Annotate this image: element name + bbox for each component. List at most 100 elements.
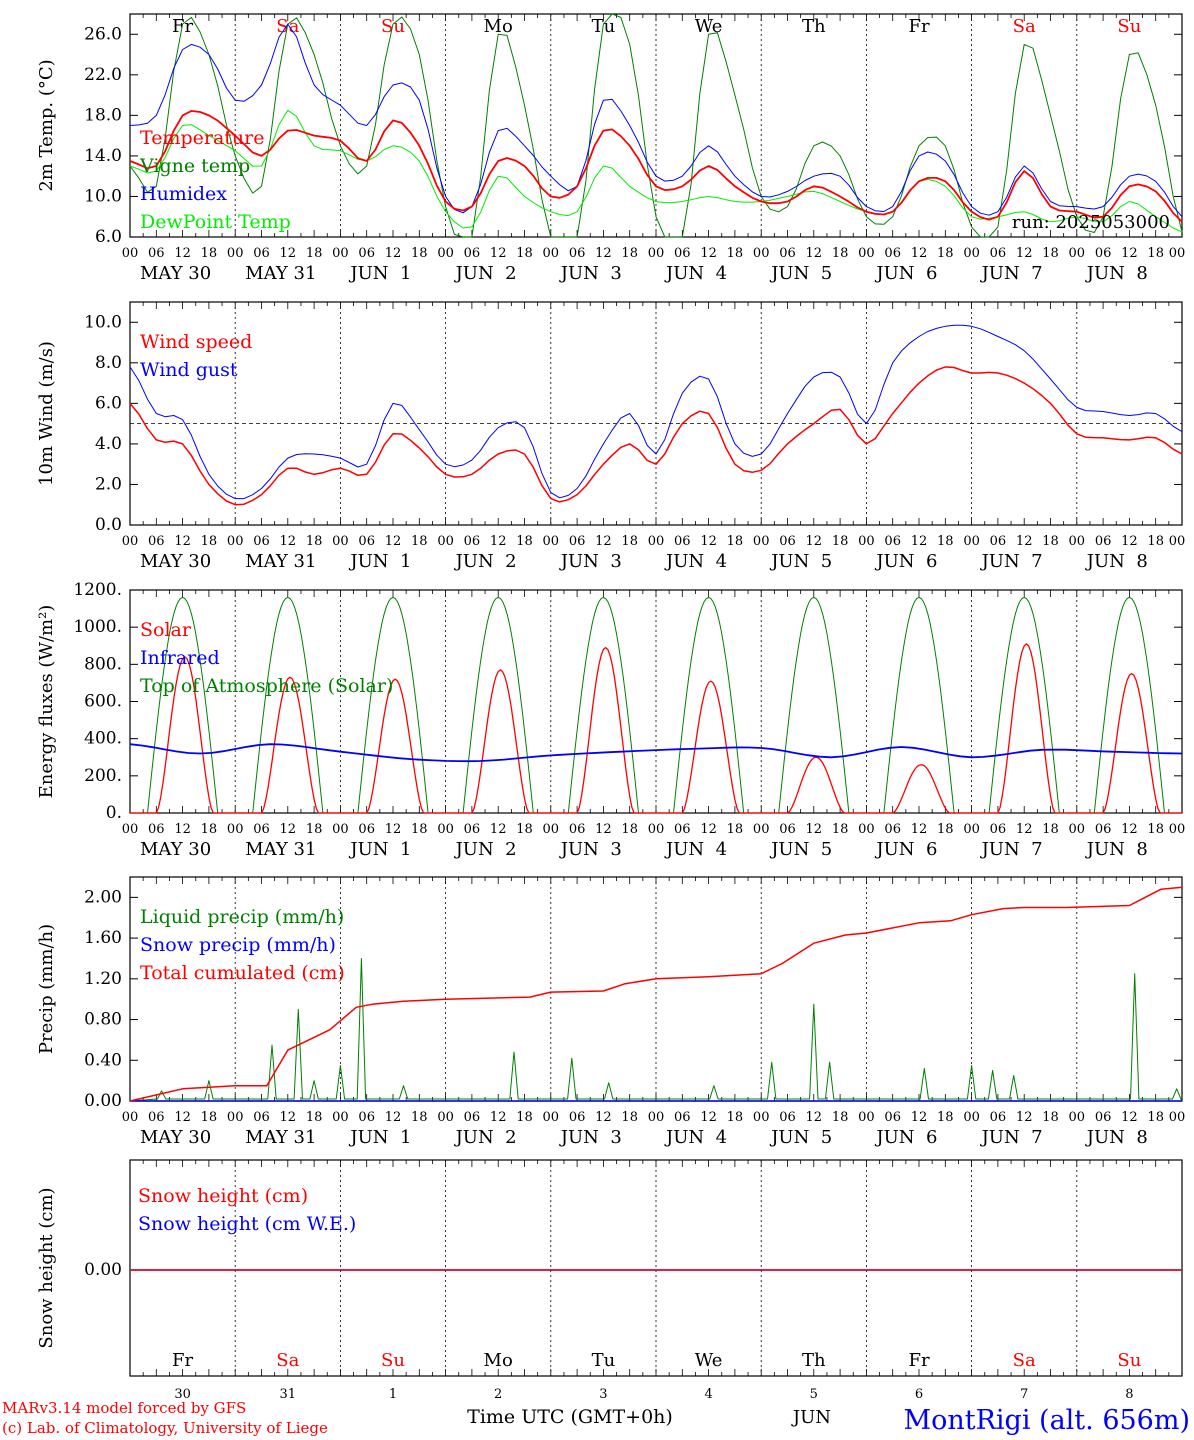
hour-tick-label: 00 bbox=[1169, 534, 1186, 549]
hour-tick-label: 00 bbox=[437, 822, 454, 837]
weekday-label: Su bbox=[381, 1350, 405, 1371]
hour-tick-label: 00 bbox=[227, 246, 244, 261]
y-axis-label: Energy fluxes (W/m²) bbox=[36, 605, 57, 799]
hour-tick-label: 18 bbox=[201, 246, 218, 261]
hour-tick-label: 00 bbox=[543, 822, 560, 837]
hour-tick-label: 18 bbox=[306, 246, 323, 261]
hour-tick-label: 06 bbox=[358, 1110, 375, 1125]
y-axis-label: Snow height (cm) bbox=[36, 1187, 57, 1348]
weekday-label: Fr bbox=[172, 1350, 193, 1371]
hour-tick-label: 06 bbox=[990, 246, 1007, 261]
hour-tick-label: 00 bbox=[648, 534, 665, 549]
hour-tick-label: 12 bbox=[280, 246, 297, 261]
legend-entry: Wind speed bbox=[140, 331, 252, 353]
hour-tick-label: 06 bbox=[569, 534, 586, 549]
hour-tick-label: 00 bbox=[648, 1110, 665, 1125]
hour-tick-label: 06 bbox=[1095, 822, 1112, 837]
date-label: MAY 30 bbox=[140, 263, 211, 284]
y-tick-label: 18.0 bbox=[84, 105, 122, 125]
hour-tick-label: 12 bbox=[174, 246, 191, 261]
run-annotation: run: 2025053000 bbox=[1012, 212, 1170, 233]
y-tick-label: 10.0 bbox=[84, 186, 122, 206]
hour-tick-label: 00 bbox=[1169, 246, 1186, 261]
hour-tick-label: 00 bbox=[332, 1110, 349, 1125]
weekday-label: Mo bbox=[484, 1350, 513, 1371]
date-label: MAY 31 bbox=[245, 263, 316, 284]
hour-tick-label: 06 bbox=[358, 822, 375, 837]
hour-tick-label: 00 bbox=[122, 534, 139, 549]
hour-tick-label: 12 bbox=[806, 246, 823, 261]
date-label: JUN 3 bbox=[559, 1127, 622, 1148]
y-tick-label: 14.0 bbox=[84, 146, 122, 166]
hour-tick-label: 12 bbox=[806, 1110, 823, 1125]
hour-tick-label: 12 bbox=[595, 534, 612, 549]
hour-tick-label: 00 bbox=[858, 246, 875, 261]
date-label: JUN 6 bbox=[874, 551, 937, 572]
date-label: JUN 7 bbox=[980, 551, 1043, 572]
hour-tick-label: 06 bbox=[990, 1110, 1007, 1125]
hour-tick-label: 12 bbox=[490, 246, 507, 261]
weekday-label: Tu bbox=[592, 1350, 616, 1371]
y-tick-label: 0.40 bbox=[84, 1050, 122, 1070]
series-line-humidex bbox=[129, 23, 1183, 218]
day-number-label: 30 bbox=[174, 1387, 191, 1402]
date-label: JUN 7 bbox=[980, 263, 1043, 284]
series-line-wind-speed bbox=[129, 366, 1183, 506]
hour-tick-label: 12 bbox=[1016, 534, 1033, 549]
hour-tick-label: 06 bbox=[1095, 534, 1112, 549]
weekday-label: Mo bbox=[484, 16, 513, 37]
date-label: JUN 3 bbox=[559, 551, 622, 572]
hour-tick-label: 06 bbox=[148, 246, 165, 261]
station-label: MontRigi (alt. 656m) bbox=[903, 1405, 1190, 1436]
date-label: JUN 2 bbox=[454, 1127, 517, 1148]
legend-entry: Total cumulated (cm) bbox=[140, 962, 345, 984]
hour-tick-label: 00 bbox=[437, 1110, 454, 1125]
hour-tick-label: 12 bbox=[490, 822, 507, 837]
y-tick-label: 1200. bbox=[73, 580, 122, 600]
hour-tick-label: 18 bbox=[727, 534, 744, 549]
hour-tick-label: 18 bbox=[1042, 1110, 1059, 1125]
date-label: JUN 1 bbox=[348, 839, 411, 860]
legend-entry: Temperature bbox=[140, 127, 264, 149]
hour-tick-label: 12 bbox=[911, 534, 928, 549]
hour-tick-label: 18 bbox=[937, 534, 954, 549]
day-number-label: 8 bbox=[1125, 1387, 1133, 1402]
hour-tick-label: 12 bbox=[806, 534, 823, 549]
day-number-label: 4 bbox=[704, 1387, 712, 1402]
hour-tick-label: 12 bbox=[174, 534, 191, 549]
day-number-label: 1 bbox=[389, 1387, 397, 1402]
y-tick-label: 1.20 bbox=[84, 969, 122, 989]
hour-tick-label: 06 bbox=[674, 1110, 691, 1125]
y-tick-label: 2.00 bbox=[84, 887, 122, 907]
y-tick-label: 26.0 bbox=[84, 24, 122, 44]
hour-tick-label: 00 bbox=[648, 246, 665, 261]
series-line-infrared bbox=[129, 743, 1183, 763]
hour-tick-label: 06 bbox=[358, 246, 375, 261]
series-line-liquid-precip bbox=[129, 958, 1183, 1102]
hour-tick-label: 00 bbox=[1169, 822, 1186, 837]
date-label: JUN 5 bbox=[769, 839, 832, 860]
hour-tick-label: 18 bbox=[201, 534, 218, 549]
hour-tick-label: 12 bbox=[280, 534, 297, 549]
hour-tick-label: 06 bbox=[884, 1110, 901, 1125]
hour-tick-label: 00 bbox=[1169, 1110, 1186, 1125]
day-number-label: 6 bbox=[915, 1387, 923, 1402]
hour-tick-label: 12 bbox=[700, 822, 717, 837]
hour-tick-label: 18 bbox=[832, 246, 849, 261]
hour-tick-label: 06 bbox=[148, 1110, 165, 1125]
hour-tick-label: 18 bbox=[937, 246, 954, 261]
date-label: JUN 7 bbox=[980, 1127, 1043, 1148]
hour-tick-label: 00 bbox=[648, 822, 665, 837]
weekday-label: Su bbox=[1117, 16, 1141, 37]
hour-tick-label: 18 bbox=[411, 246, 428, 261]
day-number-label: 2 bbox=[494, 1387, 502, 1402]
y-tick-label: 400. bbox=[84, 729, 122, 749]
hour-tick-label: 12 bbox=[595, 822, 612, 837]
hour-tick-label: 12 bbox=[385, 1110, 402, 1125]
copyright-credit: (c) Lab. of Climatology, University of L… bbox=[2, 1419, 328, 1437]
hour-tick-label: 06 bbox=[464, 534, 481, 549]
hour-tick-label: 18 bbox=[1147, 1110, 1164, 1125]
hour-tick-label: 00 bbox=[1069, 1110, 1086, 1125]
hour-tick-label: 12 bbox=[490, 1110, 507, 1125]
hour-tick-label: 18 bbox=[1147, 534, 1164, 549]
